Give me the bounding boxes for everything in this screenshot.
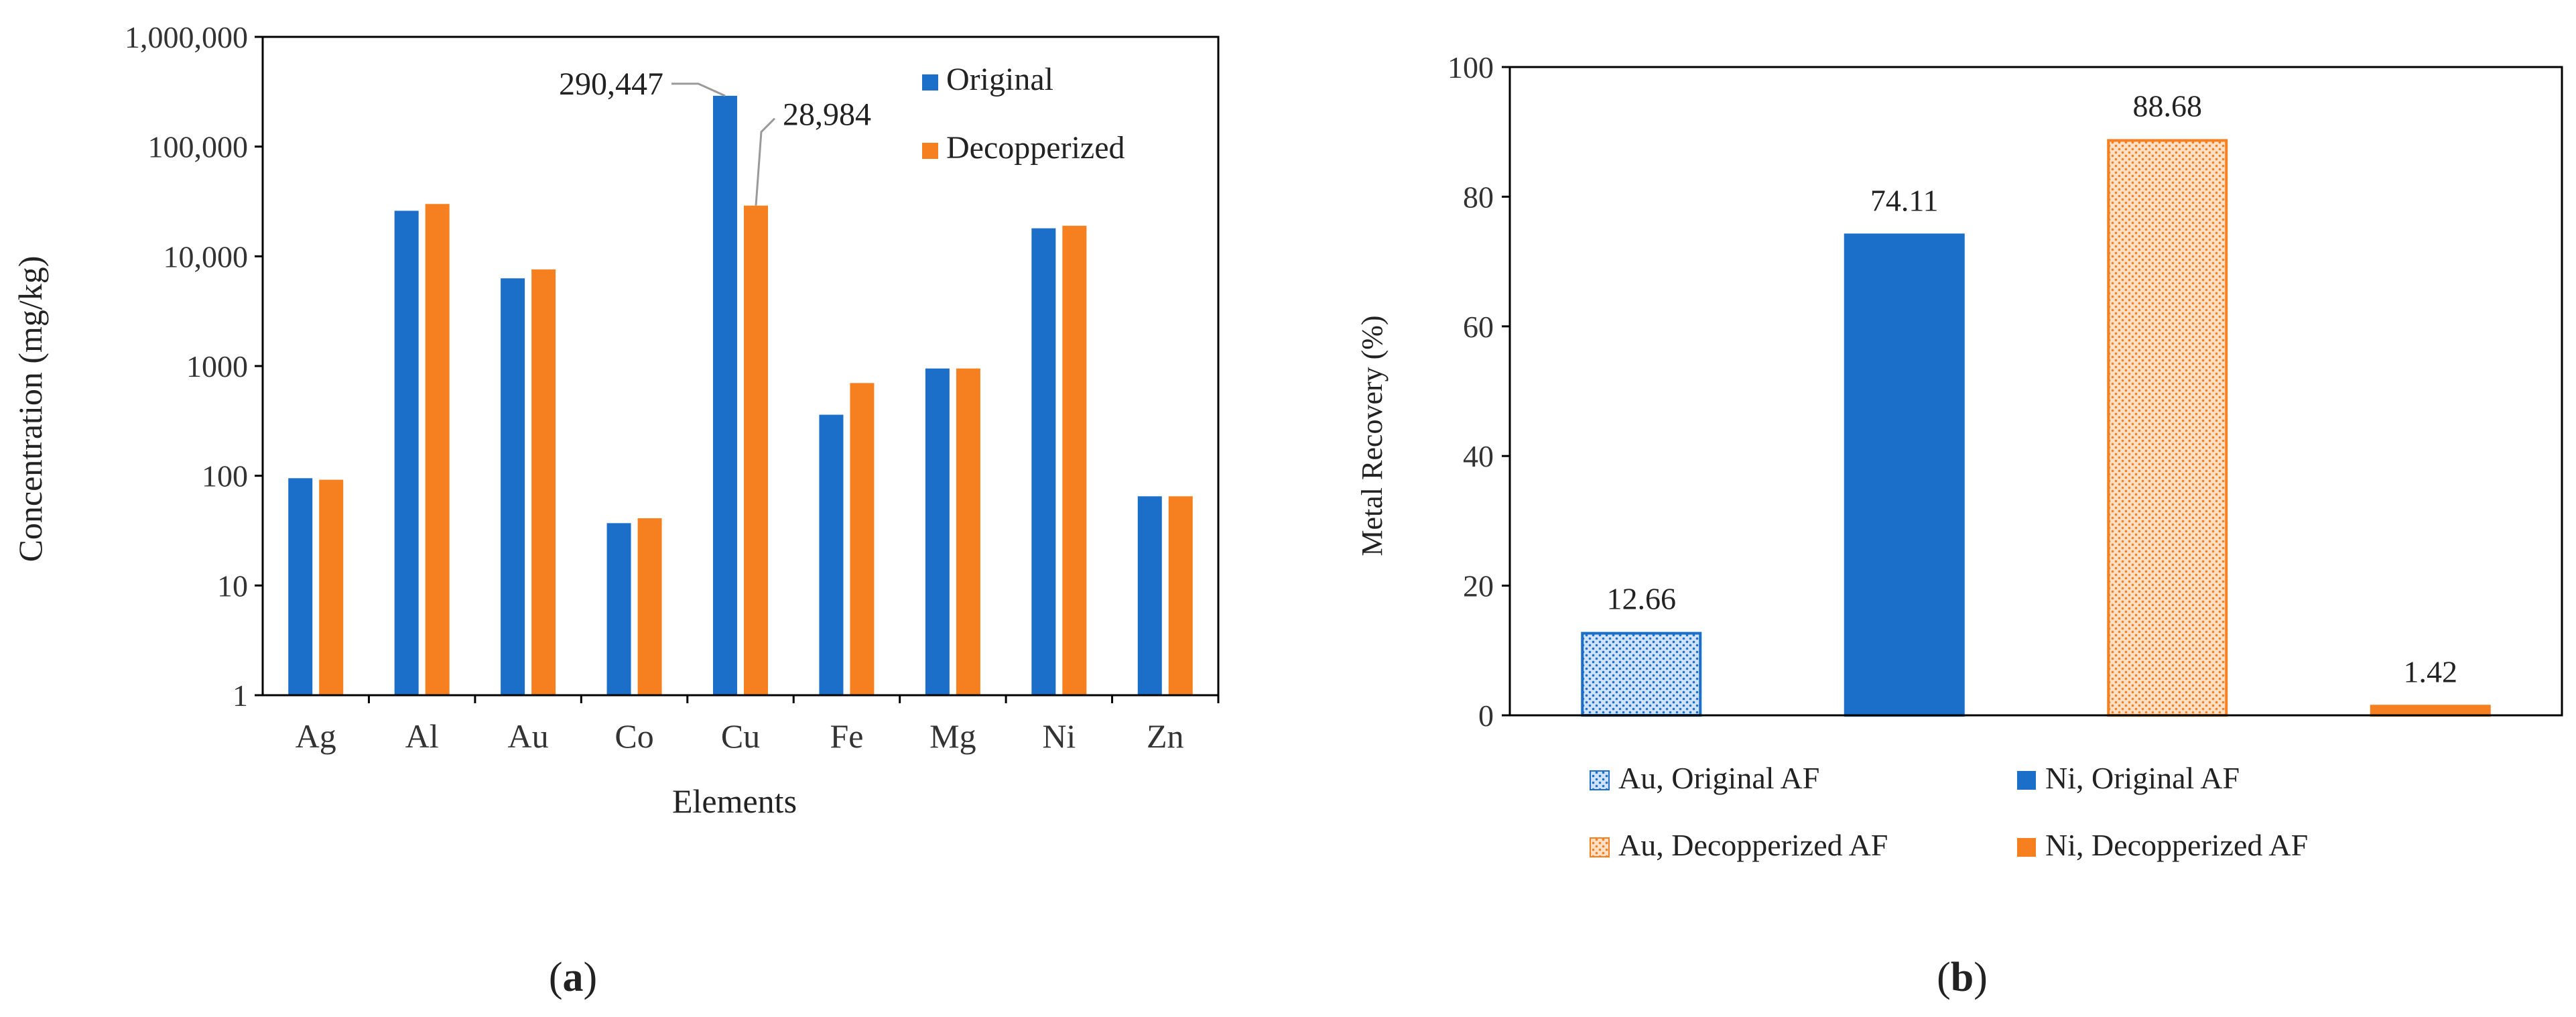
callout-leader-decopperized-cu (755, 117, 776, 206)
legend-label-original: Original (946, 62, 1053, 97)
x-tick-label: Au (508, 717, 549, 755)
legend-swatch-au-original (1590, 770, 1610, 790)
bar-original-co (606, 523, 631, 695)
y-tick-label: 1000 (186, 349, 248, 383)
panel-b-letter: b (1951, 955, 1974, 1000)
callout-label-original-cu: 290,447 (559, 66, 663, 102)
chart-a-bars (288, 95, 1193, 696)
chart-b-value-labels: 12.66 74.11 88.68 1.42 (1607, 88, 2458, 689)
bar-au-decopperized-af (2107, 139, 2228, 717)
legend-label-ni-decopperized: Ni, Decopperized AF (2045, 828, 2308, 862)
bar-decopperized-ni (1062, 225, 1087, 695)
legend-label-au-original: Au, Original AF (1618, 761, 1819, 795)
bar-original-ni (1031, 228, 1056, 696)
chart-b-y-axis-label: Metal Recovery (%) (1356, 315, 1389, 556)
legend-swatch-decopperized (922, 143, 938, 159)
panel-a-caption: (a) (549, 955, 597, 1000)
bar-original-ag (288, 478, 313, 695)
y-tick-label: 100 (1447, 50, 1494, 84)
y-tick-label: 1,000,000 (125, 20, 248, 54)
value-label-au-original-af: 12.66 (1607, 582, 1677, 616)
bar-decopperized-au (531, 269, 556, 695)
x-tick-label: Cu (721, 717, 760, 755)
bar-original-zn (1137, 496, 1162, 695)
bar-original-al (394, 211, 419, 695)
bar-ni-original-af (1844, 233, 1965, 717)
chart-a-x-ticks: Ag Al Au Co Cu Fe Mg Ni Zn (296, 695, 1220, 755)
chart-a: 1 10 100 1000 10,000 100,000 1,000,000 Ag Al Au C… (11, 20, 1220, 820)
bar-decopperized-co (637, 518, 662, 695)
panel-a-letter: a (563, 955, 584, 1000)
y-tick-label: 40 (1463, 439, 1494, 473)
value-label-ni-original-af: 74.11 (1870, 183, 1939, 217)
y-tick-label: 100,000 (148, 130, 249, 164)
bar-original-mg (925, 368, 950, 695)
y-tick-label: 10,000 (164, 239, 249, 274)
x-tick-label: Zn (1147, 717, 1184, 755)
chart-b-legend: Au, Original AF Ni, Original AF Au, Deco… (1590, 761, 2308, 862)
bar-au-original-af (1581, 632, 1702, 717)
legend-label-ni-original: Ni, Original AF (2045, 761, 2240, 795)
bar-decopperized-cu (744, 205, 768, 695)
bar-decopperized-zn (1168, 496, 1193, 695)
chart-a-x-axis-label: Elements (672, 782, 797, 820)
chart-a-callouts: 290,447 28,984 (559, 66, 871, 206)
x-tick-label: Mg (929, 717, 976, 755)
x-tick-label: Ag (296, 717, 336, 755)
chart-a-legend: Original Decopperized (922, 62, 1125, 166)
y-tick-label: 60 (1463, 310, 1494, 344)
bar-original-au (501, 278, 525, 696)
bar-decopperized-fe (850, 383, 875, 695)
x-tick-label: Ni (1042, 717, 1076, 755)
value-label-ni-decopperized-af: 1.42 (2404, 654, 2458, 689)
y-tick-label: 100 (202, 459, 248, 493)
chart-b-plot-border (1508, 66, 2563, 717)
bar-original-cu (713, 95, 737, 695)
y-tick-label: 20 (1463, 569, 1494, 603)
x-tick-label: Co (615, 717, 653, 755)
y-tick-label: 1 (233, 678, 248, 713)
chart-b-axes (1508, 66, 2563, 717)
bar-ni-decopperized-af (2370, 705, 2491, 717)
chart-a-y-axis-label: Concentration (mg/kg) (11, 256, 49, 562)
chart-b-bars (1581, 139, 2491, 717)
y-tick-label: 0 (1478, 699, 1494, 733)
chart-b: 12.66 74.11 88.68 1.42 0 20 40 60 80 100 Metal R… (1356, 50, 2563, 862)
callout-label-decopperized-cu: 28,984 (783, 97, 871, 133)
legend-swatch-ni-decopperized (2017, 838, 2036, 857)
legend-label-decopperized: Decopperized (946, 130, 1125, 166)
bar-decopperized-ag (319, 479, 344, 695)
legend-swatch-ni-original (2017, 771, 2036, 790)
x-tick-label: Fe (830, 717, 863, 755)
x-tick-label: Al (405, 717, 439, 755)
chart-b-y-ticks: 0 20 40 60 80 100 (1447, 50, 1510, 733)
panel-b-caption: (b) (1937, 955, 1988, 1000)
bar-decopperized-mg (956, 368, 980, 695)
legend-swatch-original (922, 74, 938, 91)
y-tick-label: 80 (1463, 180, 1494, 214)
value-label-au-decopperized-af: 88.68 (2133, 88, 2203, 123)
legend-swatch-au-decopperized (1590, 837, 1610, 857)
y-tick-label: 10 (217, 569, 248, 603)
bar-original-fe (819, 414, 844, 695)
legend-label-au-decopperized: Au, Decopperized AF (1618, 828, 1888, 862)
chart-a-y-ticks: 1 10 100 1000 10,000 100,000 1,000,000 (125, 20, 263, 713)
callout-leader-original-cu (671, 82, 726, 97)
bar-decopperized-al (425, 204, 450, 695)
